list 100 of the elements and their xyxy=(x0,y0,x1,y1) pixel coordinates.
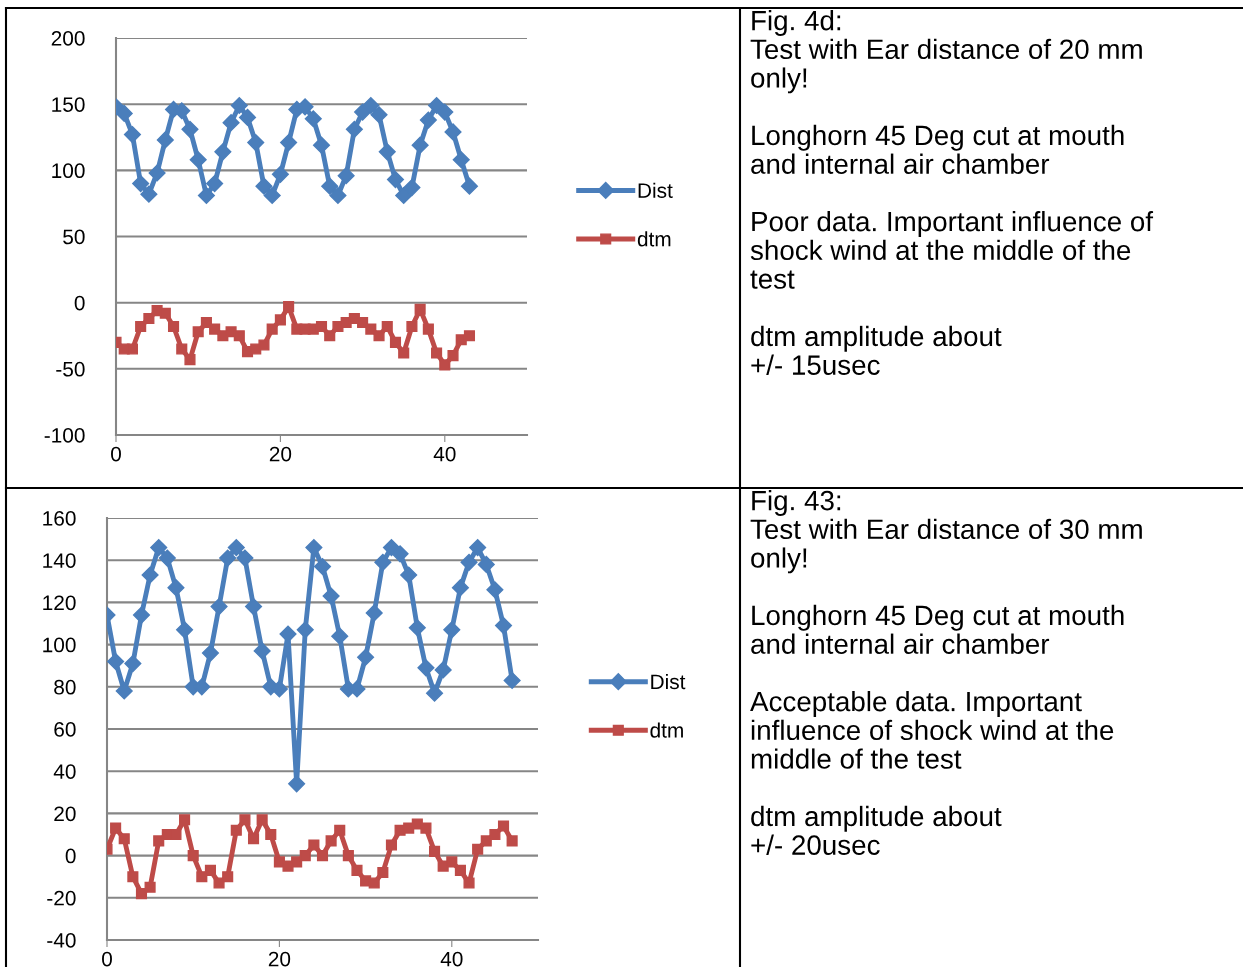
point xyxy=(426,684,444,702)
point xyxy=(167,579,185,597)
point xyxy=(503,671,521,690)
point xyxy=(374,553,392,571)
point xyxy=(196,871,208,883)
point xyxy=(150,538,168,557)
text: dtm amplitude about +/- 20usec xyxy=(751,805,1002,855)
point xyxy=(167,320,180,333)
point xyxy=(472,843,484,855)
point xyxy=(299,850,311,862)
point xyxy=(431,347,443,359)
point xyxy=(444,123,462,141)
point xyxy=(271,165,289,183)
point xyxy=(140,185,158,203)
x-tick-label: 40 xyxy=(440,951,463,967)
point xyxy=(230,96,248,115)
point xyxy=(107,652,125,671)
point xyxy=(451,579,469,597)
y-tick-label: 40 xyxy=(53,764,76,779)
point xyxy=(156,131,174,149)
point xyxy=(403,178,421,197)
text: Fig. 43: xyxy=(752,490,841,516)
point xyxy=(368,877,380,889)
point xyxy=(420,822,432,834)
point xyxy=(321,177,339,195)
point xyxy=(452,151,470,169)
point xyxy=(265,828,277,841)
point xyxy=(351,864,363,876)
point xyxy=(477,555,495,573)
point xyxy=(381,320,393,333)
point xyxy=(222,871,234,883)
point xyxy=(385,839,398,851)
point xyxy=(463,330,476,342)
point xyxy=(144,881,156,893)
y-tick-label: -20 xyxy=(47,890,76,906)
point xyxy=(411,136,429,154)
point xyxy=(494,617,513,635)
point xyxy=(283,301,295,313)
point xyxy=(373,330,385,342)
point xyxy=(469,538,487,557)
point xyxy=(116,104,133,122)
y-tick-label: 0 xyxy=(74,295,85,311)
point xyxy=(460,553,478,571)
point xyxy=(486,581,504,599)
point xyxy=(236,549,254,567)
legend-label: Dist xyxy=(638,182,673,198)
text: Test with Ear distance of 20 mm only! xyxy=(750,38,1142,94)
text: Longhorn 45 Deg cut at mouth and internal air chamber xyxy=(751,124,1124,174)
point xyxy=(192,326,204,338)
point xyxy=(443,621,461,639)
point xyxy=(176,621,194,639)
point xyxy=(255,177,273,195)
point xyxy=(377,866,389,879)
point xyxy=(436,103,454,121)
point xyxy=(334,824,346,836)
x-tick-label: 0 xyxy=(102,951,112,967)
point xyxy=(279,625,297,643)
point xyxy=(206,175,224,193)
point xyxy=(253,642,271,660)
point xyxy=(110,822,122,834)
point xyxy=(153,835,165,847)
y-tick-label: -100 xyxy=(44,428,85,443)
y-tick-label: 100 xyxy=(43,637,76,653)
point xyxy=(417,659,435,677)
point xyxy=(233,330,245,342)
point xyxy=(429,845,441,857)
y-tick-label: 140 xyxy=(43,553,76,568)
point xyxy=(247,833,260,845)
point xyxy=(258,339,270,351)
y-tick-label: -50 xyxy=(56,361,85,377)
x-tick-label: 20 xyxy=(269,446,292,462)
x-tick-label: 20 xyxy=(268,951,291,967)
point xyxy=(213,877,225,889)
point xyxy=(398,347,410,359)
point xyxy=(331,627,349,645)
point xyxy=(447,350,459,362)
point xyxy=(365,604,383,622)
point xyxy=(506,835,518,847)
point xyxy=(135,320,147,333)
point xyxy=(312,136,331,154)
point xyxy=(386,171,405,189)
point xyxy=(395,186,413,205)
point xyxy=(329,186,347,205)
point xyxy=(132,606,151,624)
point xyxy=(143,312,155,325)
point xyxy=(400,566,418,584)
y-tick-label: 50 xyxy=(63,229,85,245)
point xyxy=(288,775,306,793)
y-tick-label: 60 xyxy=(54,722,76,737)
y-tick-label: 160 xyxy=(43,511,76,526)
point xyxy=(391,545,409,563)
point xyxy=(176,343,188,355)
text: dtm amplitude about +/- 15usec xyxy=(751,325,1002,375)
point xyxy=(313,557,332,576)
point xyxy=(370,106,388,124)
y-tick-label: 150 xyxy=(52,97,85,112)
x-tick-label: 40 xyxy=(433,446,456,462)
point xyxy=(389,336,402,348)
point xyxy=(463,877,475,889)
point xyxy=(230,824,242,836)
